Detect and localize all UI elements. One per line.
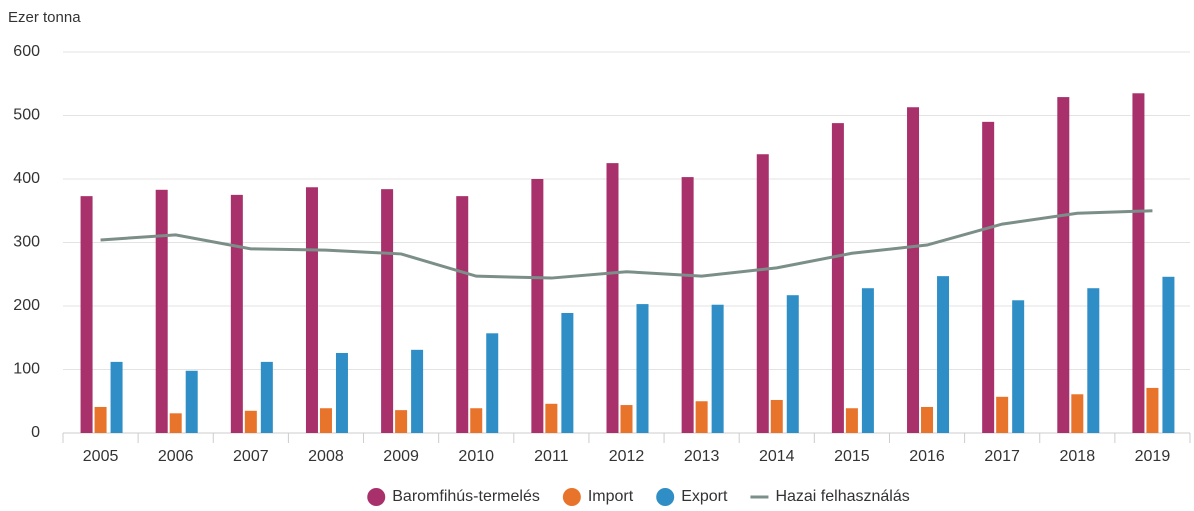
x-tick-label: 2011 — [534, 448, 569, 465]
bar — [1132, 93, 1145, 434]
x-tick-label: 2015 — [834, 448, 870, 465]
y-tick-label: 200 — [13, 297, 40, 314]
bar — [907, 107, 920, 434]
legend-label: Import — [588, 488, 634, 505]
bar — [681, 177, 694, 433]
bar — [305, 187, 318, 433]
bar — [937, 276, 950, 433]
x-tick-label: 2012 — [609, 448, 645, 465]
legend-symbol — [656, 488, 675, 506]
bar — [169, 413, 182, 433]
x-tick-label: 2008 — [308, 448, 344, 465]
bar — [486, 333, 499, 433]
bar — [606, 163, 619, 433]
x-tick-label: 2017 — [984, 448, 1020, 465]
x-tick-label: 2007 — [233, 448, 269, 465]
x-tick-label: 2016 — [909, 448, 945, 465]
y-tick-label: 500 — [13, 107, 40, 124]
bar — [94, 406, 107, 433]
bar — [155, 189, 168, 433]
bar — [185, 370, 198, 433]
bar — [982, 121, 995, 433]
bar — [831, 123, 844, 434]
bar — [770, 399, 783, 433]
bar — [786, 295, 799, 433]
bar — [395, 410, 408, 433]
x-tick-label: 2005 — [83, 448, 119, 465]
y-tick-label: 100 — [13, 361, 40, 378]
bar — [411, 349, 424, 433]
y-tick-label: 400 — [13, 170, 40, 187]
bar — [110, 361, 123, 433]
bar — [335, 352, 348, 433]
bar — [230, 194, 243, 433]
y-axis-label: Ezer tonna — [8, 9, 81, 26]
bar — [381, 189, 394, 433]
bar — [861, 288, 874, 433]
bar — [1162, 276, 1175, 433]
bar — [319, 408, 332, 433]
line — [100, 209, 1153, 280]
bar — [456, 196, 469, 433]
y-tick-label: 300 — [13, 234, 40, 251]
x-tick-label: 2006 — [158, 448, 194, 465]
bar — [1012, 300, 1025, 433]
y-tick-label: 600 — [13, 43, 40, 60]
bar — [1087, 288, 1100, 433]
bar — [470, 408, 483, 433]
legend-label: Export — [681, 488, 728, 505]
bar — [921, 406, 934, 433]
x-tick-label: 2009 — [383, 448, 419, 465]
bar — [711, 304, 724, 433]
x-tick-label: 2019 — [1135, 448, 1171, 465]
bar — [845, 408, 858, 433]
bar — [531, 179, 544, 433]
x-tick-label: 2018 — [1060, 448, 1096, 465]
bar — [695, 401, 708, 433]
bar — [561, 312, 574, 433]
legend-symbol — [562, 488, 581, 506]
legend-label: Hazai felhasználás — [775, 488, 909, 505]
x-tick-label: 2013 — [684, 448, 720, 465]
bar — [636, 304, 649, 433]
bar — [260, 361, 273, 433]
legend-label: Baromfihús-termelés — [392, 488, 540, 505]
bar — [756, 154, 769, 434]
legend-symbol — [367, 488, 386, 506]
bar — [1146, 387, 1159, 433]
y-tick-label: 0 — [31, 424, 40, 441]
bar — [80, 196, 93, 433]
bar — [1057, 97, 1070, 434]
bar — [996, 396, 1009, 433]
x-tick-label: 2010 — [458, 448, 494, 465]
bar — [545, 403, 558, 433]
bar — [1071, 394, 1084, 433]
bar — [620, 405, 633, 433]
bar — [244, 410, 257, 433]
x-tick-label: 2014 — [759, 448, 795, 465]
